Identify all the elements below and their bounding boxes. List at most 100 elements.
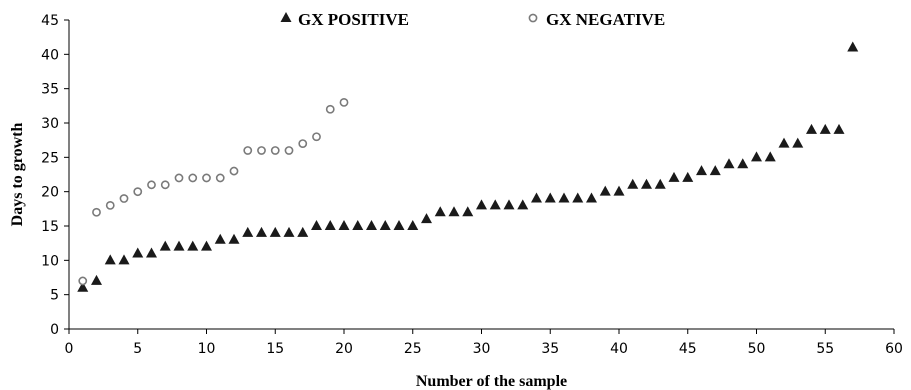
data-point-positive: [269, 226, 281, 237]
x-tick-label: 25: [404, 341, 422, 357]
data-point-negative: [312, 132, 321, 142]
data-point-negative: [270, 146, 280, 155]
data-point-positive: [599, 185, 611, 196]
data-point-positive: [751, 151, 762, 162]
x-tick-label: 60: [885, 341, 903, 357]
data-point-negative: [119, 194, 129, 203]
y-tick-label: 40: [41, 47, 59, 63]
data-point-negative: [160, 180, 170, 190]
data-point-positive: [434, 206, 446, 217]
data-point-positive: [448, 206, 460, 217]
x-tick-label: 15: [266, 341, 284, 357]
data-point-positive: [723, 158, 735, 169]
data-point-negative: [325, 104, 335, 114]
data-point-positive: [806, 123, 817, 134]
axes: [64, 19, 895, 334]
legend-label-gx-positive: GX POSITIVE: [298, 10, 409, 29]
data-points: [77, 41, 859, 292]
y-tick-label: 45: [41, 13, 59, 29]
data-point-positive: [421, 213, 432, 224]
data-point-negative: [339, 98, 349, 107]
data-point-positive: [256, 226, 267, 237]
data-point-positive: [792, 137, 804, 148]
data-point-positive: [324, 220, 336, 230]
data-point-positive: [517, 199, 529, 210]
data-point-negative: [257, 146, 266, 155]
series-gx-positive: [77, 41, 859, 292]
data-point-negative: [202, 173, 211, 183]
data-point-positive: [201, 240, 212, 251]
data-point-positive: [462, 206, 474, 217]
data-point-positive: [352, 220, 364, 230]
data-point-positive: [668, 171, 680, 182]
data-point-positive: [654, 178, 666, 189]
x-tick-label: 45: [679, 341, 697, 357]
data-point-negative: [174, 173, 184, 183]
data-point-positive: [104, 254, 116, 265]
data-point-positive: [297, 226, 309, 237]
data-point-positive: [187, 240, 199, 251]
data-point-positive: [847, 41, 859, 52]
data-point-positive: [393, 220, 405, 230]
data-point-positive: [503, 199, 515, 210]
data-point-positive: [77, 281, 89, 292]
x-tick-label: 40: [610, 341, 628, 357]
data-point-negative: [229, 166, 239, 176]
data-point-positive: [778, 137, 790, 148]
data-point-positive: [379, 220, 391, 230]
data-point-positive: [641, 178, 652, 189]
data-point-positive: [214, 233, 226, 244]
data-point-positive: [311, 220, 322, 230]
data-point-positive: [228, 233, 240, 244]
legend-marker-gx-negative: [528, 13, 538, 23]
data-point-positive: [366, 220, 377, 230]
data-point-positive: [819, 123, 831, 134]
tick-labels: 0 5 10 15 20 25 30 35 40 45 0 5 10 15 20 25 30 35 40 45 50 55…: [41, 13, 903, 357]
data-point-positive: [709, 165, 721, 176]
x-tick-label: 55: [816, 341, 834, 357]
data-point-negative: [215, 173, 225, 183]
y-tick-label: 10: [41, 253, 59, 269]
legend: GX POSITIVE GX NEGATIVE: [280, 10, 665, 29]
y-tick-label: 20: [41, 185, 59, 201]
legend-label-gx-negative: GX NEGATIVE: [546, 10, 665, 29]
data-point-positive: [338, 220, 350, 230]
data-point-positive: [696, 165, 707, 176]
x-tick-label: 50: [748, 341, 766, 357]
x-axis-label: Number of the sample: [416, 373, 567, 390]
data-point-positive: [764, 151, 776, 162]
legend-marker-gx-positive: [280, 12, 292, 22]
y-tick-label: 35: [41, 82, 59, 98]
data-point-positive: [489, 199, 501, 210]
data-point-positive: [407, 220, 419, 230]
y-tick-label: 0: [50, 322, 59, 338]
data-point-negative: [298, 139, 308, 148]
data-point-negative: [78, 276, 88, 286]
data-point-negative: [284, 146, 294, 155]
x-tick-label: 0: [65, 341, 74, 357]
data-point-positive: [586, 192, 597, 203]
data-point-negative: [92, 207, 101, 217]
data-point-positive: [132, 247, 144, 258]
x-tick-label: 10: [198, 341, 216, 357]
data-point-positive: [572, 192, 584, 203]
data-point-positive: [558, 192, 570, 203]
data-point-negative: [147, 180, 156, 190]
data-point-positive: [146, 247, 157, 258]
data-point-positive: [627, 178, 639, 189]
data-point-positive: [118, 254, 130, 265]
data-point-negative: [105, 200, 115, 210]
y-tick-label: 15: [41, 219, 59, 235]
y-axis-label: Days to growth: [9, 123, 26, 227]
data-point-positive: [544, 192, 556, 203]
x-tick-label: 30: [473, 341, 491, 357]
x-tick-label: 20: [335, 341, 353, 357]
data-point-positive: [613, 185, 625, 196]
data-point-negative: [133, 187, 143, 197]
y-tick-label: 5: [50, 288, 59, 304]
data-point-positive: [682, 171, 694, 182]
series-gx-negative: [78, 98, 349, 286]
y-tick-label: 30: [41, 116, 59, 132]
data-point-positive: [159, 240, 171, 251]
